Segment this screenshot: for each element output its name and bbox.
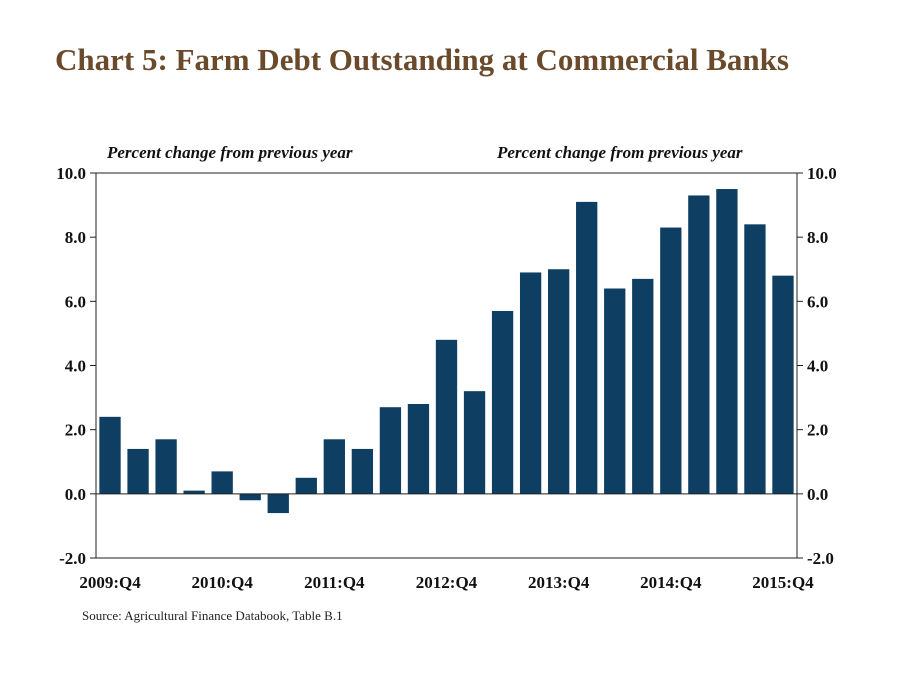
y-axis-label-right: Percent change from previous year xyxy=(497,143,743,162)
bar-2013:Q1 xyxy=(463,391,486,494)
bar-2014:Q1 xyxy=(576,201,598,494)
bar-2009:Q4 xyxy=(99,416,121,494)
x-tick-label: 2013:Q4 xyxy=(528,573,590,592)
y-tick-label-left: 6.0 xyxy=(65,292,86,311)
x-tick-label: 2014:Q4 xyxy=(640,573,702,592)
bar-2011:Q1 xyxy=(239,493,261,501)
bar-2015:Q2 xyxy=(716,189,738,494)
bar-2014:Q4 xyxy=(660,227,682,494)
y-axis-label-left: Percent change from previous year xyxy=(107,143,353,162)
bar-2012:Q1 xyxy=(351,448,374,494)
bar-2013:Q3 xyxy=(519,272,542,494)
source-note: Source: Agricultural Finance Databook, T… xyxy=(82,608,343,623)
y-tick-label-left: 10.0 xyxy=(56,164,86,183)
chart-title: Chart 5: Farm Debt Outstanding at Commer… xyxy=(55,42,789,77)
y-tick-label-right: 2.0 xyxy=(807,421,828,440)
y-tick-label-right: 8.0 xyxy=(807,228,828,247)
bar-2011:Q2 xyxy=(267,493,289,514)
y-tick-label-left: 0.0 xyxy=(65,485,86,504)
y-tick-label-right: 6.0 xyxy=(807,292,828,311)
bar-2010:Q1 xyxy=(127,448,149,494)
y-tick-label-right: -2.0 xyxy=(807,549,834,568)
bar-2011:Q3 xyxy=(295,477,317,494)
bar-2010:Q3 xyxy=(183,490,205,494)
bar-2015:Q1 xyxy=(688,195,710,494)
bar-2014:Q3 xyxy=(632,278,654,494)
bar-2012:Q4 xyxy=(435,339,458,494)
bar-2014:Q2 xyxy=(604,288,626,494)
bar-2011:Q4 xyxy=(323,439,345,494)
x-tick-label: 2010:Q4 xyxy=(191,573,253,592)
y-tick-label-right: 4.0 xyxy=(807,357,828,376)
bars-group xyxy=(99,189,794,514)
x-tick-label: 2012:Q4 xyxy=(416,573,478,592)
axes-group xyxy=(90,172,803,559)
y-tick-label-right: 10.0 xyxy=(807,164,837,183)
x-tick-label: 2009:Q4 xyxy=(79,573,141,592)
y-tick-label-right: 0.0 xyxy=(807,485,828,504)
bar-2013:Q2 xyxy=(491,310,514,494)
bar-2010:Q4 xyxy=(211,471,233,494)
x-tick-label: 2011:Q4 xyxy=(304,573,365,592)
bar-2010:Q2 xyxy=(155,439,177,494)
bar-2015:Q4 xyxy=(772,275,794,494)
tick-labels-group: 10.0 10.0 8.0 8.0 6.0 6.0 4.0 4.0 2.0 2.0 0.0 0.0 -2… xyxy=(56,164,837,592)
y-tick-label-left: -2.0 xyxy=(59,549,86,568)
y-tick-label-left: 8.0 xyxy=(65,228,86,247)
bar-2015:Q3 xyxy=(744,224,766,494)
y-tick-label-left: 2.0 xyxy=(65,421,86,440)
bar-2013:Q4 xyxy=(548,269,570,494)
x-tick-label: 2015:Q4 xyxy=(752,573,814,592)
bar-2012:Q3 xyxy=(407,404,430,494)
bar-2012:Q2 xyxy=(379,407,402,494)
y-tick-label-left: 4.0 xyxy=(65,357,86,376)
